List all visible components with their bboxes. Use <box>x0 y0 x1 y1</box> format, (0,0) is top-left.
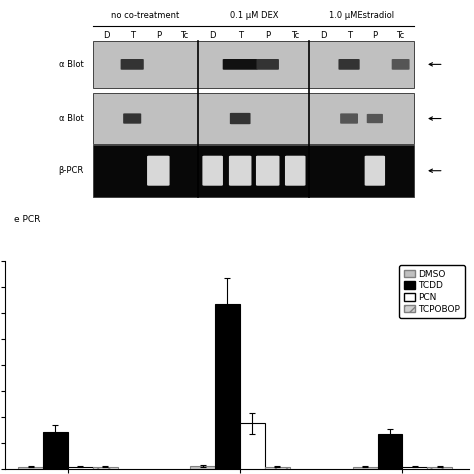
Text: P: P <box>156 31 161 40</box>
Text: P: P <box>372 31 377 40</box>
Text: 1.0 μMEstradiol: 1.0 μMEstradiol <box>329 11 394 20</box>
Bar <box>427 466 452 469</box>
FancyBboxPatch shape <box>392 59 410 70</box>
FancyBboxPatch shape <box>256 59 279 70</box>
FancyBboxPatch shape <box>367 114 383 123</box>
Text: T: T <box>346 31 352 40</box>
FancyBboxPatch shape <box>230 113 251 124</box>
FancyBboxPatch shape <box>147 155 170 186</box>
Text: no co-treatment: no co-treatment <box>111 11 179 20</box>
FancyBboxPatch shape <box>365 155 385 186</box>
Text: β-PCR: β-PCR <box>58 166 84 175</box>
Text: P: P <box>265 31 270 40</box>
Bar <box>93 93 413 144</box>
FancyBboxPatch shape <box>285 155 306 186</box>
Bar <box>93 40 413 88</box>
Bar <box>402 466 427 469</box>
FancyBboxPatch shape <box>340 113 358 124</box>
Bar <box>93 466 118 469</box>
Bar <box>215 304 240 469</box>
Text: 0.1 μM DEX: 0.1 μM DEX <box>230 11 278 20</box>
Bar <box>377 434 402 469</box>
Bar <box>18 466 43 469</box>
Bar <box>93 145 413 197</box>
Bar <box>190 465 215 469</box>
Text: α Blot: α Blot <box>59 60 84 69</box>
Text: Tc: Tc <box>397 31 405 40</box>
FancyBboxPatch shape <box>256 155 280 186</box>
FancyBboxPatch shape <box>338 59 360 70</box>
FancyBboxPatch shape <box>223 59 258 70</box>
Bar <box>43 432 68 469</box>
Bar <box>240 423 264 469</box>
Text: D: D <box>320 31 327 40</box>
Text: T: T <box>237 31 243 40</box>
Bar <box>353 466 377 469</box>
Text: T: T <box>130 31 135 40</box>
FancyBboxPatch shape <box>202 155 223 186</box>
Text: Tc: Tc <box>180 31 189 40</box>
Legend: DMSO, TCDD, PCN, TCPOBOP: DMSO, TCDD, PCN, TCPOBOP <box>400 265 465 318</box>
Text: α Blot: α Blot <box>59 114 84 123</box>
Bar <box>68 466 93 469</box>
Text: e PCR: e PCR <box>14 216 40 224</box>
Text: D: D <box>210 31 216 40</box>
Text: Tc: Tc <box>291 31 300 40</box>
Bar <box>264 466 290 469</box>
FancyBboxPatch shape <box>123 113 141 124</box>
FancyBboxPatch shape <box>120 59 144 70</box>
Text: D: D <box>103 31 109 40</box>
FancyBboxPatch shape <box>229 155 252 186</box>
